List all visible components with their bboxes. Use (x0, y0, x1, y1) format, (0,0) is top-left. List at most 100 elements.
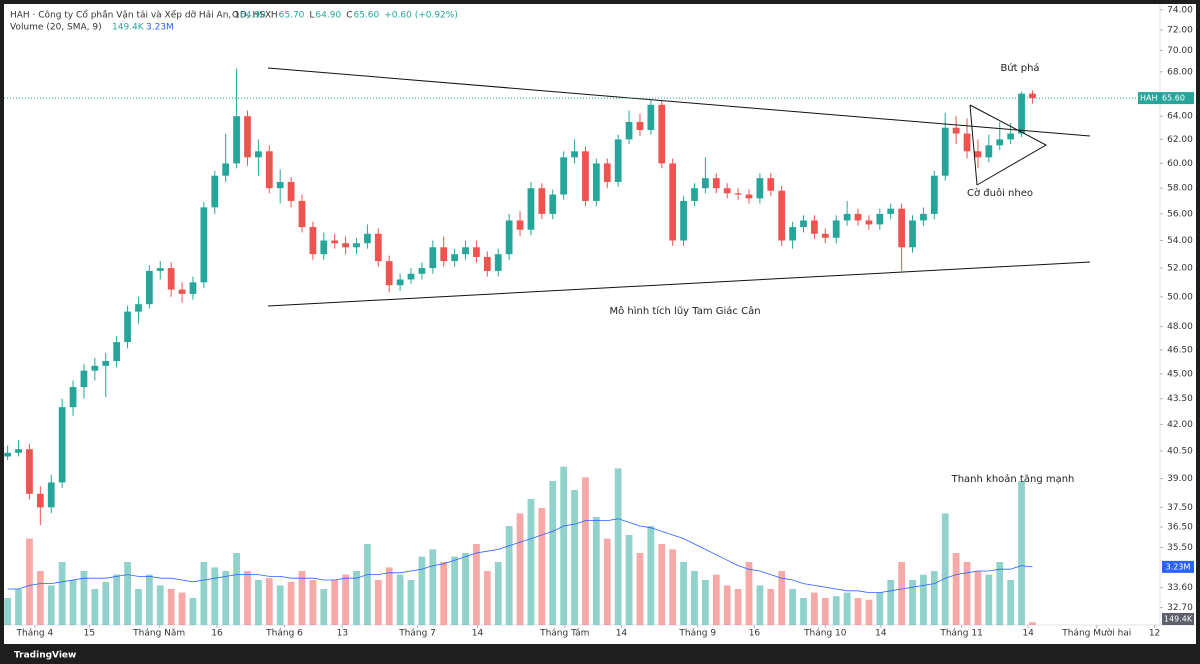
volume-bar (909, 580, 916, 625)
candle-body (47, 482, 55, 508)
candle-body (865, 220, 873, 225)
volume-bar (1029, 622, 1036, 625)
y-tick-label: 68.00 (1167, 67, 1193, 77)
volume-bar (505, 526, 513, 625)
chart-background (4, 4, 1196, 644)
candle-body (582, 151, 589, 201)
volume-bar (4, 598, 12, 625)
volume-bar (560, 466, 568, 625)
y-tick-label: 62.00 (1167, 135, 1193, 145)
candle-body (930, 175, 938, 214)
pennant-outline (969, 104, 1048, 186)
candle-body (309, 227, 317, 255)
ohlc-value: 64.90 (240, 11, 266, 21)
y-tick-label: 36.50 (1167, 523, 1193, 533)
candle-body (483, 256, 491, 271)
volume-bar (636, 553, 644, 625)
candle-body (767, 178, 775, 191)
change: +0.60 (+0.92%) (384, 11, 458, 21)
volume-tag-value: 149.4K (1164, 615, 1193, 624)
x-tick-label: Tháng Mười hai (1061, 628, 1131, 639)
volume-bar (418, 556, 426, 625)
volume-bar (167, 589, 175, 625)
volume-bar (603, 538, 611, 625)
candle-body (222, 163, 230, 176)
candle-body (571, 151, 578, 158)
volume-bar (778, 571, 786, 625)
candle-body (331, 240, 339, 244)
volume-bar (364, 544, 371, 625)
candle-body (113, 342, 121, 362)
candle-body (233, 116, 240, 164)
candle-body (734, 193, 742, 195)
volume-bar (996, 562, 1004, 625)
volume-bar (222, 571, 230, 625)
candle-body (156, 268, 164, 271)
candle-body (200, 207, 208, 283)
volume-bar (374, 580, 382, 625)
volume-bar (483, 571, 491, 625)
candle-body (712, 178, 720, 189)
candle-body (527, 188, 535, 230)
candle-body (560, 157, 568, 195)
volume-bar (930, 571, 938, 625)
volume-bar (265, 578, 273, 625)
volume-bar (69, 580, 77, 625)
candle-body (429, 247, 437, 269)
x-tick-label: 14 (1022, 629, 1034, 639)
volume-bar (189, 598, 197, 625)
volume-bar (712, 574, 720, 625)
volume-bar (407, 580, 415, 625)
x-tick-label: 16 (749, 629, 761, 639)
candle-body (440, 247, 448, 262)
volume-bar (113, 574, 121, 625)
volume-bar (734, 589, 742, 625)
volume-bar (582, 477, 589, 625)
annotation: Cờ đuôi nheo (967, 187, 1033, 199)
candle-body (374, 233, 382, 262)
x-tick-label: 14 (875, 629, 887, 639)
candle-body (658, 104, 666, 164)
candle-body (80, 370, 88, 388)
ohlc-value: 64.90 (315, 11, 341, 21)
candle-body (4, 452, 12, 457)
volume-legend-sma: 3.23M (146, 23, 174, 33)
volume-bar (342, 574, 349, 625)
candle-body (974, 151, 982, 158)
volume-bar (538, 508, 546, 625)
volume-bar (135, 589, 142, 625)
y-tick-label: 60.00 (1167, 159, 1193, 169)
volume-bar (462, 553, 469, 625)
candle-body (811, 220, 818, 234)
y-tick-label: 40.50 (1167, 447, 1193, 457)
volume-bar (353, 571, 360, 625)
y-tick-label: 70.00 (1167, 46, 1193, 56)
y-tick-label: 33.60 (1167, 583, 1193, 593)
candle-body (985, 145, 993, 158)
ohlc-key: H (271, 11, 278, 21)
volume-bar (767, 589, 775, 625)
x-tick-label: Tháng 9 (678, 629, 716, 639)
ohlc-value: 65.70 (279, 11, 305, 21)
volume-bar (516, 513, 524, 625)
candle-body (364, 233, 371, 244)
y-tick-label: 42.00 (1167, 420, 1193, 430)
candle-body (1007, 133, 1015, 140)
volume-bar (440, 562, 448, 625)
candle-body (91, 365, 99, 371)
candle-body (26, 449, 33, 494)
volume-legend-label: Volume (20, SMA, 9) (10, 23, 102, 33)
pennant-pole (969, 104, 978, 186)
candle-body (680, 200, 687, 241)
candle-body (920, 213, 927, 221)
candle-body (854, 213, 862, 221)
volume-sma-line (7, 518, 1033, 593)
candle-body (135, 304, 142, 312)
y-tick-label: 35.50 (1167, 543, 1193, 553)
y-tick-label: 54.00 (1167, 236, 1193, 246)
x-tick-label: 14 (472, 629, 484, 639)
volume-bar (429, 549, 437, 625)
candle-body (189, 282, 197, 294)
candle-body (167, 268, 175, 290)
volume-bar (963, 562, 971, 625)
